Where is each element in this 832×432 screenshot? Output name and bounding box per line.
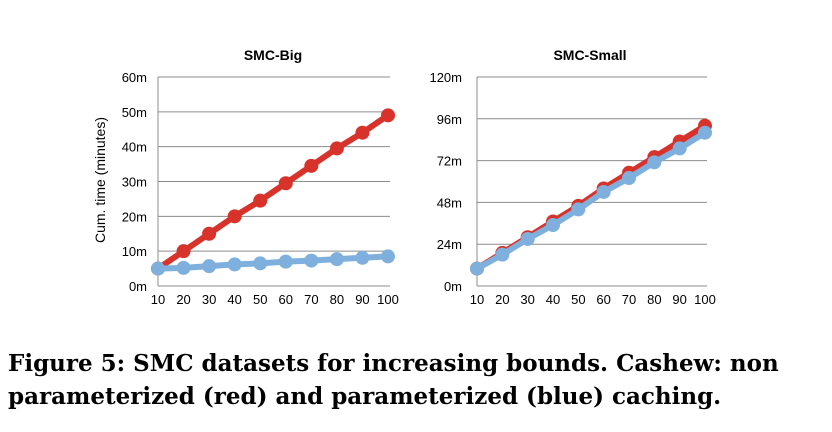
chart-smc-big: SMC-Big Cum. time (minutes) 0m 10m 20m 30m 4… [92,47,399,307]
y-tick-label: 50m [122,105,147,120]
y-axis-label: Cum. time (minutes) [92,117,108,243]
x-tick-label: 50 [571,292,585,307]
y-tick-label: 72m [437,154,462,169]
series-line [155,253,391,272]
data-point [355,250,370,265]
y-tick-label: 30m [122,175,147,190]
chart-title: SMC-Small [553,47,626,63]
series-line [474,129,708,272]
y-tick-label: 96m [437,112,462,127]
data-point [381,249,395,264]
figure-caption: Figure 5: SMC datasets for increasing bo… [8,350,779,410]
data-point [227,257,242,272]
data-point [202,259,217,274]
y-tick-label: 10m [122,244,147,259]
x-tick-label: 70 [304,292,318,307]
y-tick-label: 40m [122,140,147,155]
y-tick-label: 0m [444,279,462,294]
data-point [304,158,319,173]
data-point [647,155,662,170]
data-point [329,141,344,156]
x-tick-label: 90 [355,292,369,307]
data-point [176,244,191,259]
x-tick-label: 20 [176,292,190,307]
data-point [672,141,687,156]
x-tick-label: 70 [622,292,636,307]
data-point [151,261,165,276]
data-point [304,253,319,268]
x-tick-label: 20 [495,292,509,307]
series-blue [470,125,712,276]
data-point [571,202,586,217]
y-tick-label: 24m [437,237,462,252]
data-point [278,254,293,269]
x-tick-label: 30 [202,292,216,307]
chart-smc-small: SMC-Small 0m 24m 48m 72m 96m 120m 10 20 30 40 50 6… [429,47,715,307]
x-tick-label: 100 [377,292,399,307]
data-point [546,218,560,233]
data-point [622,171,636,186]
series-line [155,112,391,272]
y-tick-label: 0m [129,279,147,294]
data-point [470,261,484,276]
data-point [176,260,191,275]
series-blue [151,249,395,276]
x-tick-label: 90 [672,292,686,307]
y-tick-label: 120m [429,70,462,85]
data-point [495,247,510,262]
data-point [253,256,268,271]
x-tick-label: 80 [330,292,344,307]
data-point [520,231,535,246]
x-tick-label: 10 [151,292,165,307]
data-point [698,125,712,140]
data-point [381,108,395,123]
y-tick-label: 48m [437,195,462,210]
x-tick-label: 100 [694,292,716,307]
data-point [227,209,242,224]
x-tick-label: 50 [253,292,267,307]
x-tick-label: 30 [520,292,534,307]
chart-title: SMC-Big [244,47,302,63]
data-point [253,193,268,208]
x-tick-label: 80 [647,292,661,307]
data-point [202,226,217,241]
x-tick-label: 10 [470,292,484,307]
x-tick-label: 40 [227,292,241,307]
y-tick-label: 20m [122,209,147,224]
data-point [278,176,293,191]
x-tick-label: 60 [596,292,610,307]
data-point [329,252,344,267]
data-point [355,125,370,140]
x-tick-label: 40 [546,292,560,307]
y-tick-label: 60m [122,70,147,85]
data-point [596,184,611,199]
series-red [151,108,395,276]
x-tick-label: 60 [279,292,293,307]
